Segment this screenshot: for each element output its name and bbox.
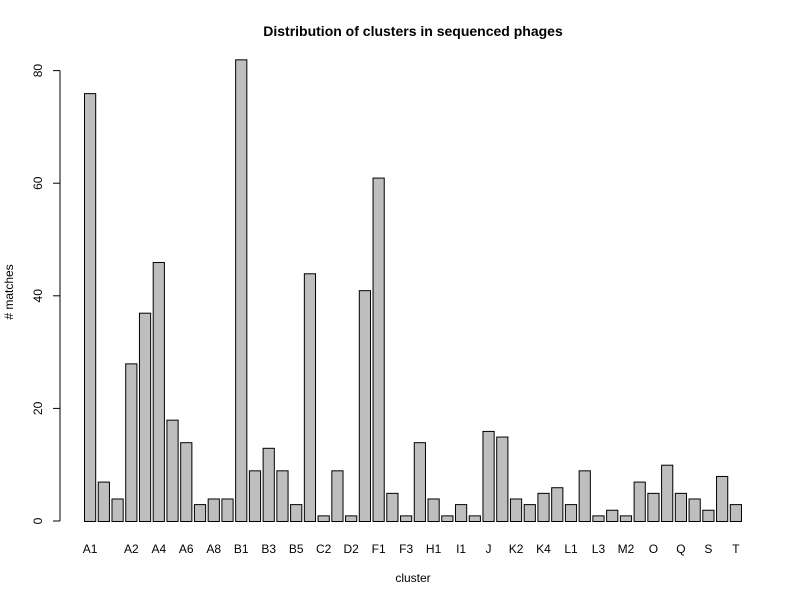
bar-m1 — [606, 509, 619, 522]
bar-n — [633, 481, 646, 522]
bar-h1 — [427, 498, 440, 523]
x-tick-label: T — [732, 542, 740, 556]
x-tick-label: A6 — [179, 542, 194, 556]
bar-b5 — [290, 504, 303, 522]
x-tick-label: A2 — [124, 542, 139, 556]
bar-a5 — [166, 419, 179, 522]
bar-k4 — [537, 492, 550, 523]
bar-d2 — [345, 515, 358, 522]
bar-a6 — [180, 442, 193, 522]
x-tick-label: I1 — [456, 542, 466, 556]
bar-f2 — [386, 492, 399, 523]
y-tick-label: 40 — [31, 289, 45, 303]
x-tick-label: F3 — [399, 542, 413, 556]
x-tick-label: J — [486, 542, 492, 556]
y-tick-label: 80 — [31, 64, 45, 78]
bar-a1c — [111, 498, 124, 523]
bar-i1 — [454, 504, 468, 522]
bar-a8 — [207, 498, 220, 523]
bar-l2 — [578, 470, 591, 522]
y-tick-label: 0 — [31, 517, 45, 524]
bar-c2 — [317, 515, 330, 522]
y-axis-label: # matches — [2, 264, 16, 319]
bar-i2 — [468, 515, 481, 522]
x-tick-label: M2 — [618, 542, 635, 556]
bar-t — [729, 504, 742, 522]
bar-k2 — [509, 498, 523, 523]
x-tick-label: B3 — [261, 542, 276, 556]
y-tick-label: 20 — [31, 401, 45, 415]
bar-k5 — [551, 487, 564, 522]
bar-l1 — [564, 504, 578, 522]
bars-group — [84, 59, 742, 523]
bar-c1 — [303, 273, 317, 522]
x-tick-label: A8 — [206, 542, 221, 556]
bar-k3 — [523, 504, 536, 522]
x-tick-label: B1 — [234, 542, 249, 556]
x-tick-label: Q — [676, 542, 685, 556]
x-tick-label: S — [704, 542, 712, 556]
x-axis-label: cluster — [395, 571, 430, 585]
x-tick-label: H1 — [426, 542, 442, 556]
chart-title: Distribution of clusters in sequenced ph… — [263, 23, 563, 39]
bar-b1 — [235, 59, 248, 523]
bar-a3 — [138, 312, 152, 522]
bar-o — [647, 492, 660, 523]
bar-q — [674, 492, 688, 523]
x-tick-label: K2 — [509, 542, 524, 556]
x-tick-label: A1 — [83, 542, 98, 556]
bar-l3 — [592, 515, 605, 522]
bar-a2 — [125, 363, 138, 522]
bar-a4 — [152, 262, 165, 522]
bar-r — [688, 498, 701, 523]
y-tick-label: 60 — [31, 176, 45, 190]
bar-a1 — [84, 93, 97, 523]
bar-s — [702, 509, 715, 522]
x-tick-label: C2 — [316, 542, 332, 556]
bar-m2 — [619, 515, 633, 522]
x-tick-label: K4 — [536, 542, 551, 556]
x-tick-label: F1 — [372, 542, 386, 556]
x-tick-label: D2 — [343, 542, 359, 556]
bar-f3 — [400, 515, 413, 522]
bar-p — [661, 464, 674, 523]
y-axis: 0 20 40 60 80 — [31, 64, 61, 524]
bar-a9 — [221, 498, 234, 523]
bar-f1 — [372, 177, 385, 522]
bar-b3 — [262, 447, 275, 522]
bar-t1 — [716, 475, 729, 522]
bar-k1 — [496, 436, 509, 522]
bar-d1 — [331, 470, 344, 522]
x-tick-labels: A1 A2 A4 A6 A8 B1 B3 B5 C2 D2 F1 F3 H1 I1 J K2 K4 L1 L3 M2 O… — [83, 542, 740, 556]
x-tick-label: A4 — [151, 542, 166, 556]
x-tick-label: O — [649, 542, 658, 556]
x-tick-label: B5 — [289, 542, 304, 556]
bar-b4 — [276, 470, 289, 522]
bar-e — [358, 290, 371, 523]
bar-a7 — [193, 504, 207, 522]
bar-a1b — [97, 481, 110, 522]
x-tick-label: L3 — [592, 542, 606, 556]
x-tick-label: L1 — [564, 542, 578, 556]
bar-j — [482, 430, 495, 523]
bar-b2 — [248, 470, 262, 522]
bar-g — [413, 442, 426, 522]
bar-h2 — [441, 515, 454, 522]
